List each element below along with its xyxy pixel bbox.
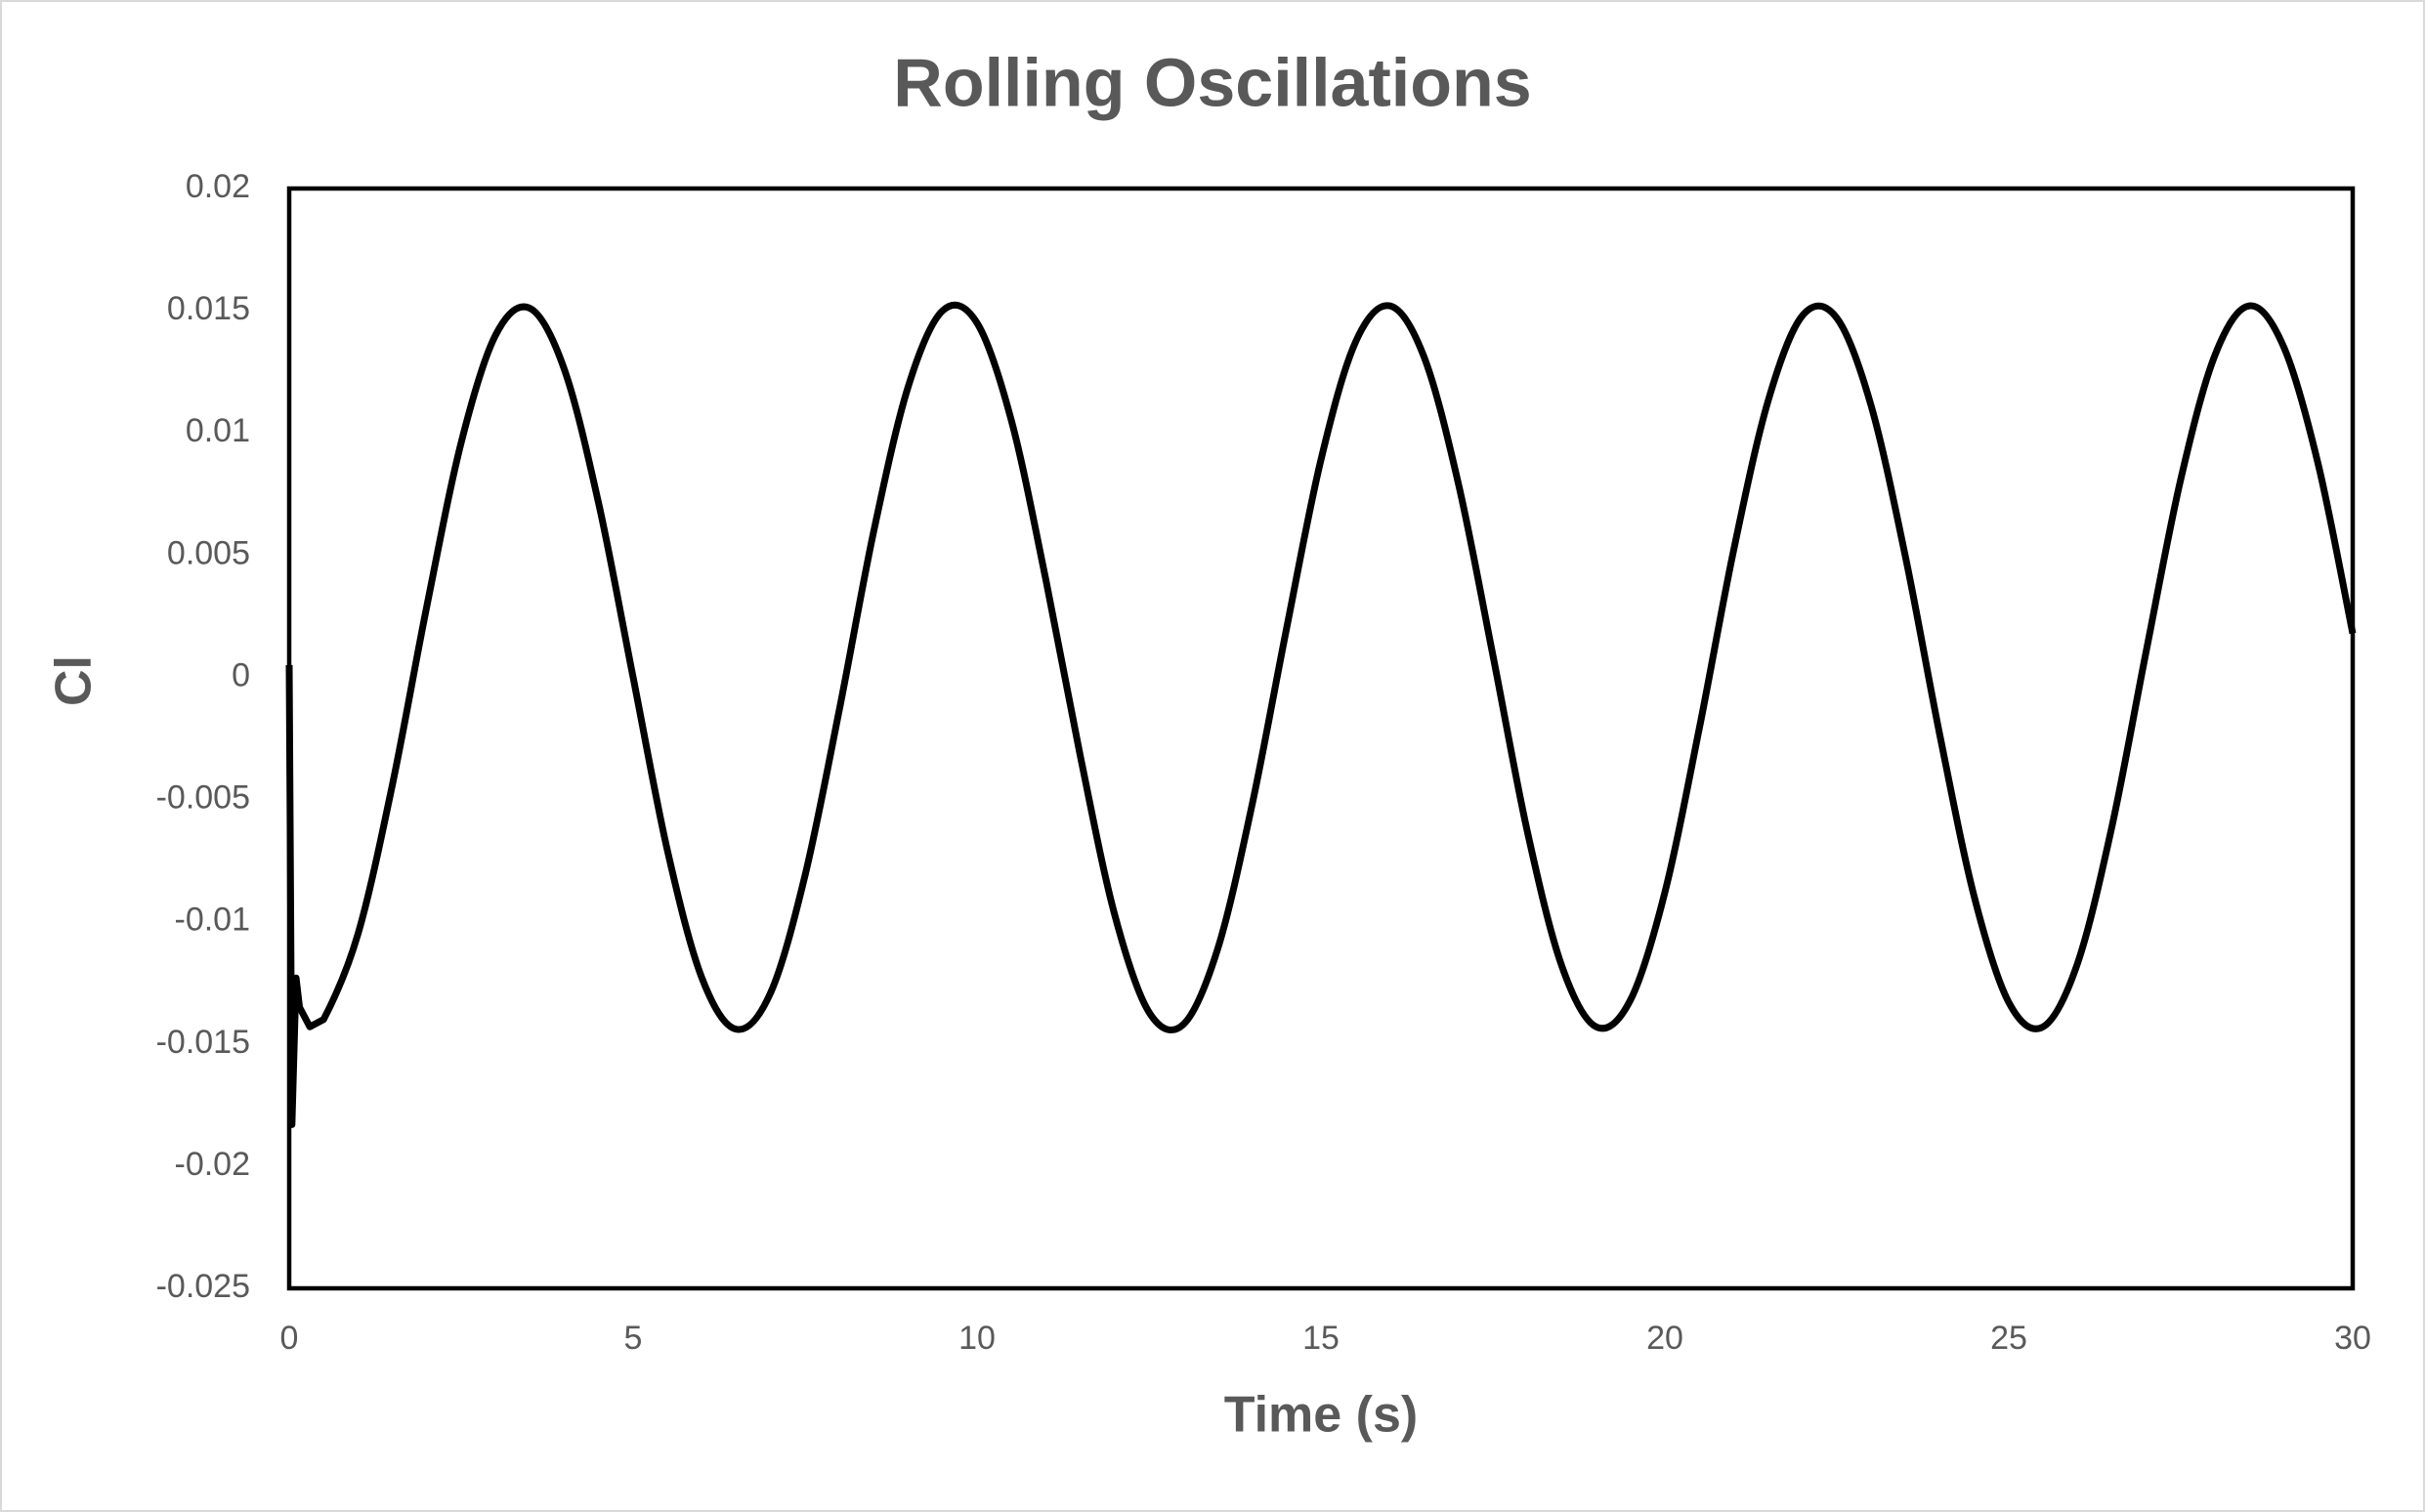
y-tick-label: -0.025 <box>156 1268 250 1305</box>
y-tick-label: 0 <box>232 656 250 693</box>
y-tick-label: 0.01 <box>186 412 250 449</box>
x-tick-label: 5 <box>624 1320 643 1357</box>
x-tick-label: 25 <box>1990 1320 2027 1357</box>
y-tick-label: -0.01 <box>175 902 251 939</box>
data-line <box>285 301 2357 1128</box>
y-tick-label: 0.005 <box>167 534 250 571</box>
x-tick-label: 0 <box>280 1320 299 1357</box>
y-tick-label: 0.015 <box>167 290 250 327</box>
x-tick-label: 20 <box>1646 1320 1683 1357</box>
y-tick-label: -0.02 <box>175 1146 251 1183</box>
x-tick-label: 10 <box>958 1320 996 1357</box>
y-tick-label: -0.015 <box>156 1024 250 1061</box>
y-tick-label: 0.02 <box>186 168 250 205</box>
x-tick-label: 30 <box>2334 1320 2371 1357</box>
chart-title: Rolling Oscillations <box>893 44 1531 120</box>
y-axis-title: Cl <box>46 655 103 706</box>
x-tick-label: 15 <box>1302 1320 1340 1357</box>
y-tick-label: -0.005 <box>156 779 250 817</box>
x-axis-title: Time (s) <box>1224 1387 1418 1444</box>
